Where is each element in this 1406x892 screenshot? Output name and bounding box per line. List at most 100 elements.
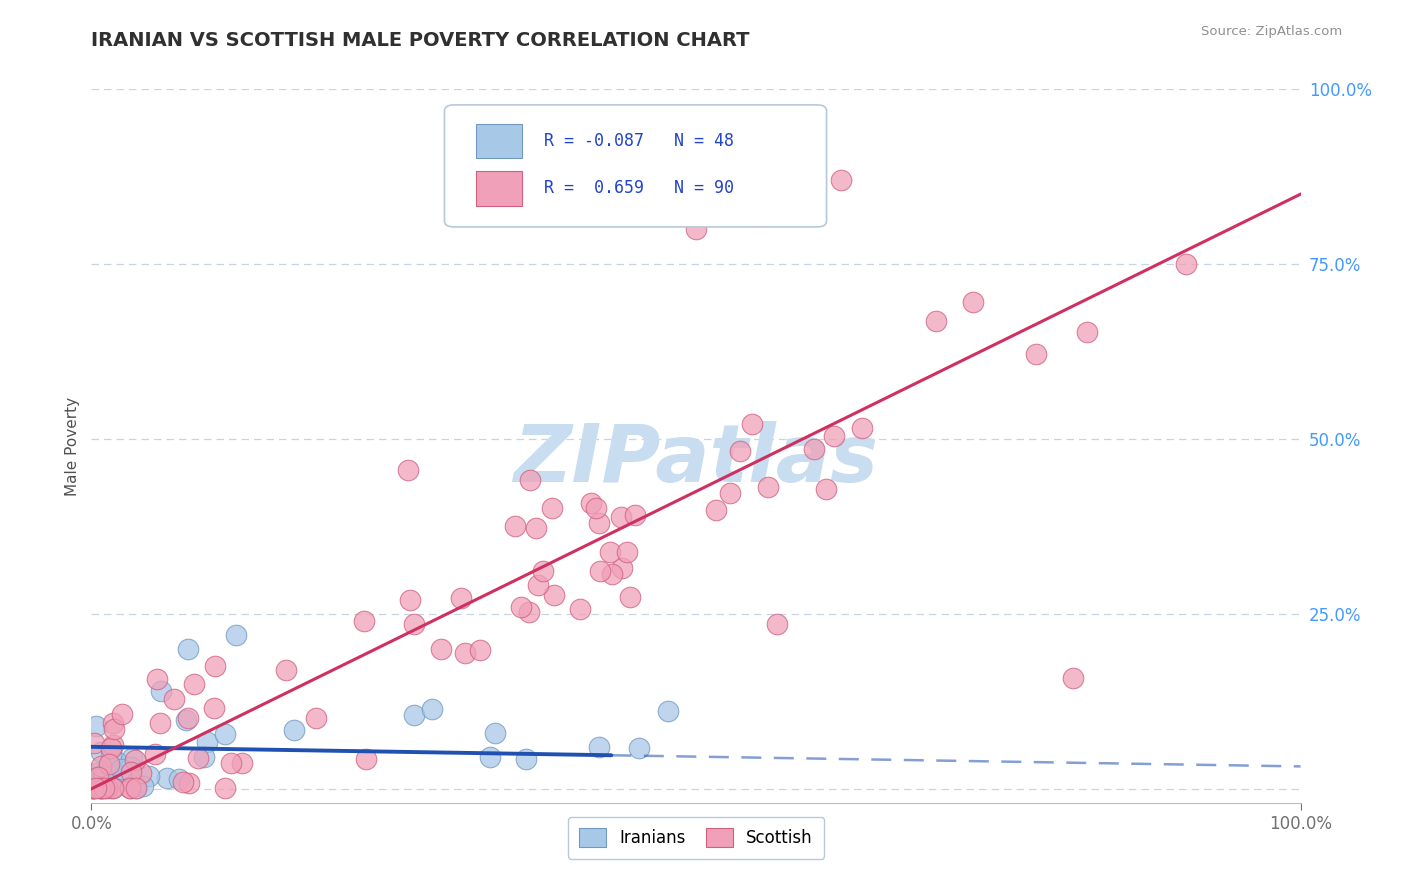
- Point: [86, 774, 108, 789]
- Point: [86, 719, 108, 733]
- Point: [231, 756, 253, 770]
- Point: [503, 518, 526, 533]
- Point: [108, 769, 131, 783]
- Point: [82, 769, 104, 783]
- Point: [588, 516, 610, 531]
- Point: [120, 760, 142, 774]
- Point: [531, 564, 554, 578]
- Point: [589, 564, 612, 578]
- Point: [82, 781, 104, 796]
- Point: [149, 715, 172, 730]
- Point: [600, 566, 623, 581]
- Point: [657, 704, 679, 718]
- Point: [851, 421, 873, 435]
- Point: [402, 708, 425, 723]
- Point: [404, 617, 426, 632]
- Point: [628, 740, 651, 755]
- Point: [1025, 347, 1047, 361]
- Point: [84, 771, 107, 785]
- Point: [599, 545, 621, 559]
- Point: [143, 747, 166, 761]
- Point: [610, 509, 633, 524]
- Point: [479, 750, 502, 764]
- Point: [124, 781, 146, 796]
- Point: [524, 521, 547, 535]
- Legend: Iranians, Scottish: Iranians, Scottish: [568, 817, 824, 859]
- Point: [146, 672, 169, 686]
- Point: [803, 442, 825, 457]
- Point: [90, 770, 112, 784]
- Point: [454, 646, 477, 660]
- Point: [187, 751, 209, 765]
- Text: ZIPatlas: ZIPatlas: [513, 421, 879, 500]
- Point: [766, 616, 789, 631]
- Point: [103, 723, 125, 737]
- Point: [616, 545, 638, 559]
- Point: [82, 781, 104, 796]
- Point: [103, 739, 125, 753]
- Point: [1076, 325, 1098, 339]
- Point: [82, 780, 104, 795]
- Point: [283, 723, 305, 738]
- Point: [129, 765, 152, 780]
- Point: [814, 482, 837, 496]
- Point: [103, 781, 125, 796]
- Point: [1062, 671, 1084, 685]
- Point: [84, 766, 107, 780]
- Point: [509, 600, 531, 615]
- Point: [585, 501, 607, 516]
- Point: [177, 711, 200, 725]
- Point: [685, 222, 707, 236]
- Point: [90, 775, 112, 789]
- Point: [396, 463, 419, 477]
- Point: [90, 781, 112, 796]
- Point: [176, 713, 198, 727]
- Point: [86, 770, 108, 784]
- Point: [830, 173, 852, 187]
- Point: [82, 780, 104, 795]
- Point: [97, 757, 120, 772]
- Point: [588, 739, 610, 754]
- Point: [124, 781, 146, 796]
- Point: [519, 473, 541, 487]
- Point: [962, 295, 984, 310]
- Point: [103, 716, 125, 731]
- Point: [172, 774, 194, 789]
- Point: [124, 753, 146, 767]
- FancyBboxPatch shape: [475, 124, 522, 159]
- Point: [110, 762, 132, 776]
- Point: [925, 314, 948, 328]
- Point: [756, 480, 779, 494]
- Point: [579, 496, 602, 510]
- Point: [183, 676, 205, 690]
- Point: [93, 769, 115, 783]
- Point: [624, 508, 647, 522]
- Point: [704, 503, 727, 517]
- Point: [104, 754, 127, 768]
- Point: [470, 642, 492, 657]
- Point: [177, 641, 200, 656]
- Point: [82, 778, 104, 792]
- Point: [610, 561, 633, 575]
- FancyBboxPatch shape: [444, 105, 827, 227]
- Point: [117, 767, 139, 781]
- Point: [138, 769, 160, 783]
- Point: [89, 781, 111, 796]
- Point: [90, 781, 112, 796]
- Point: [1175, 256, 1198, 270]
- Point: [156, 771, 179, 785]
- Point: [120, 764, 142, 779]
- Point: [84, 771, 107, 785]
- Point: [150, 684, 173, 698]
- Point: [111, 706, 134, 721]
- Point: [100, 740, 122, 755]
- Point: [540, 501, 562, 516]
- Text: Source: ZipAtlas.com: Source: ZipAtlas.com: [1202, 25, 1343, 38]
- Point: [167, 772, 190, 786]
- Point: [118, 781, 141, 796]
- Point: [90, 745, 112, 759]
- Point: [131, 779, 153, 793]
- Point: [225, 628, 247, 642]
- Y-axis label: Male Poverty: Male Poverty: [65, 396, 80, 496]
- Point: [103, 780, 125, 794]
